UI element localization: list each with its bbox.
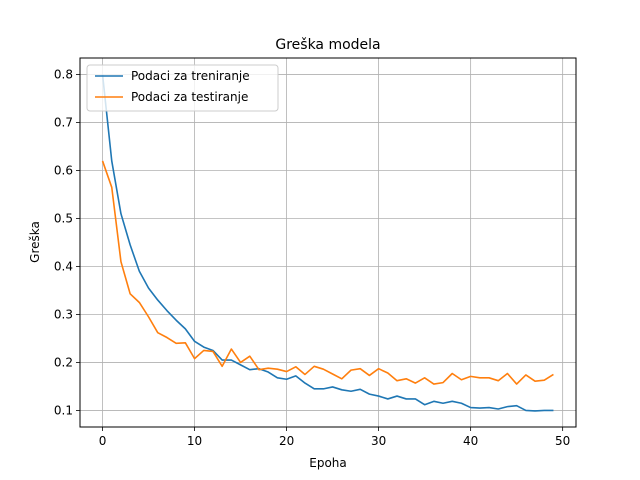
y-tick-label: 0.2 (54, 355, 73, 369)
y-tick-label: 0.1 (54, 403, 73, 417)
legend-box (86, 64, 279, 112)
x-tick-label: 50 (555, 434, 570, 448)
y-tick-label: 0.8 (54, 68, 73, 82)
legend-label: Podaci za testiranje (131, 90, 248, 104)
x-tick-label: 0 (99, 434, 107, 448)
x-tick-label: 30 (371, 434, 386, 448)
axis-ticks: 0 10 20 30 40 50 0.1 0.2 0.3 0.4 0.5 0.6 0.7 0.8 (54, 68, 570, 448)
x-tick-label: 20 (279, 434, 294, 448)
series-line-1 (101, 74, 554, 412)
series-line-2 (101, 160, 554, 385)
grid (80, 58, 576, 427)
legend-label: Podaci za treniranje (131, 69, 250, 83)
y-axis-label: Greška (28, 221, 42, 263)
legend: Podaci za treniranje Podaci za testiranje (86, 64, 279, 112)
y-tick-label: 0.3 (54, 307, 73, 321)
x-tick-label: 10 (187, 434, 202, 448)
series-lines (101, 74, 554, 412)
y-tick-label: 0.5 (54, 212, 73, 226)
y-tick-label: 0.6 (54, 164, 73, 178)
plot-frame (79, 57, 577, 428)
y-tick-label: 0.7 (54, 116, 73, 130)
chart-title: Greška modela (275, 37, 380, 53)
x-tick-label: 40 (463, 434, 478, 448)
x-axis-label: Epoha (309, 456, 347, 470)
y-tick-label: 0.4 (54, 259, 73, 273)
